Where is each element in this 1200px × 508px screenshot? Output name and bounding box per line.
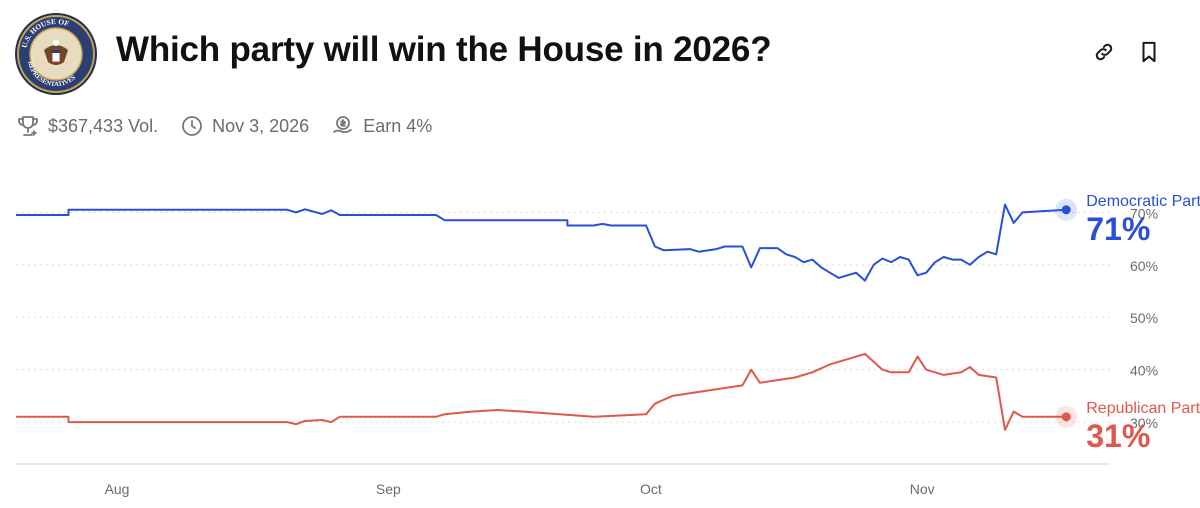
market-meta: $367,433 Vol. Nov 3, 2026 Earn 4% bbox=[16, 112, 454, 140]
coin-hand-icon bbox=[333, 116, 353, 133]
bookmark-button[interactable] bbox=[1135, 38, 1163, 66]
page-title: Which party will win the House in 2026? bbox=[116, 30, 772, 69]
y-tick-label: 60% bbox=[1130, 258, 1158, 274]
democratic-endpoint-dot bbox=[1061, 205, 1071, 215]
y-tick-label: 30% bbox=[1130, 415, 1158, 431]
market-header: U.S. HOUSE OF REPRESENTATIVES Which part… bbox=[0, 0, 1200, 100]
end-date-text: Nov 3, 2026 bbox=[212, 115, 310, 136]
price-history-chart[interactable]: 30% 40% 50% 60% 70% Aug Sep Oct Nov Democratic Pa… bbox=[0, 160, 1200, 508]
democratic-series-name: Democratic Party bbox=[1086, 193, 1200, 210]
volume-stat: $367,433 Vol. bbox=[16, 114, 158, 138]
series-lines bbox=[16, 198, 1078, 431]
republican-series-line bbox=[16, 352, 1067, 431]
x-tick-label: Nov bbox=[910, 481, 935, 497]
republican-endpoint-dot bbox=[1061, 412, 1071, 422]
democratic-current-value: 71% bbox=[1086, 211, 1150, 247]
bookmark-icon bbox=[1142, 41, 1156, 63]
x-tick-label: Oct bbox=[640, 481, 662, 497]
link-icon bbox=[1095, 43, 1113, 61]
democratic-series-line bbox=[16, 203, 1067, 282]
x-tick-label: Aug bbox=[105, 481, 130, 497]
end-date-stat: Nov 3, 2026 bbox=[180, 114, 309, 138]
grid-lines bbox=[16, 211, 1110, 465]
y-tick-label: 50% bbox=[1130, 310, 1158, 326]
volume-text: $367,433 Vol. bbox=[48, 115, 159, 136]
earn-text: Earn 4% bbox=[363, 115, 433, 136]
clock-icon bbox=[182, 116, 203, 136]
y-tick-label: 40% bbox=[1130, 363, 1158, 379]
republican-current-value: 31% bbox=[1086, 418, 1150, 454]
earn-stat[interactable]: Earn 4% bbox=[331, 114, 432, 138]
y-tick-label: 70% bbox=[1130, 205, 1158, 221]
trophy-icon bbox=[18, 116, 38, 136]
republican-series-name: Republican Party bbox=[1086, 400, 1200, 417]
copy-link-button[interactable] bbox=[1090, 38, 1118, 66]
x-tick-label: Sep bbox=[376, 481, 401, 497]
chart-labels: 30% 40% 50% 60% 70% Aug Sep Oct Nov Democratic Pa… bbox=[105, 193, 1200, 497]
house-seal-logo: U.S. HOUSE OF REPRESENTATIVES bbox=[15, 13, 97, 95]
